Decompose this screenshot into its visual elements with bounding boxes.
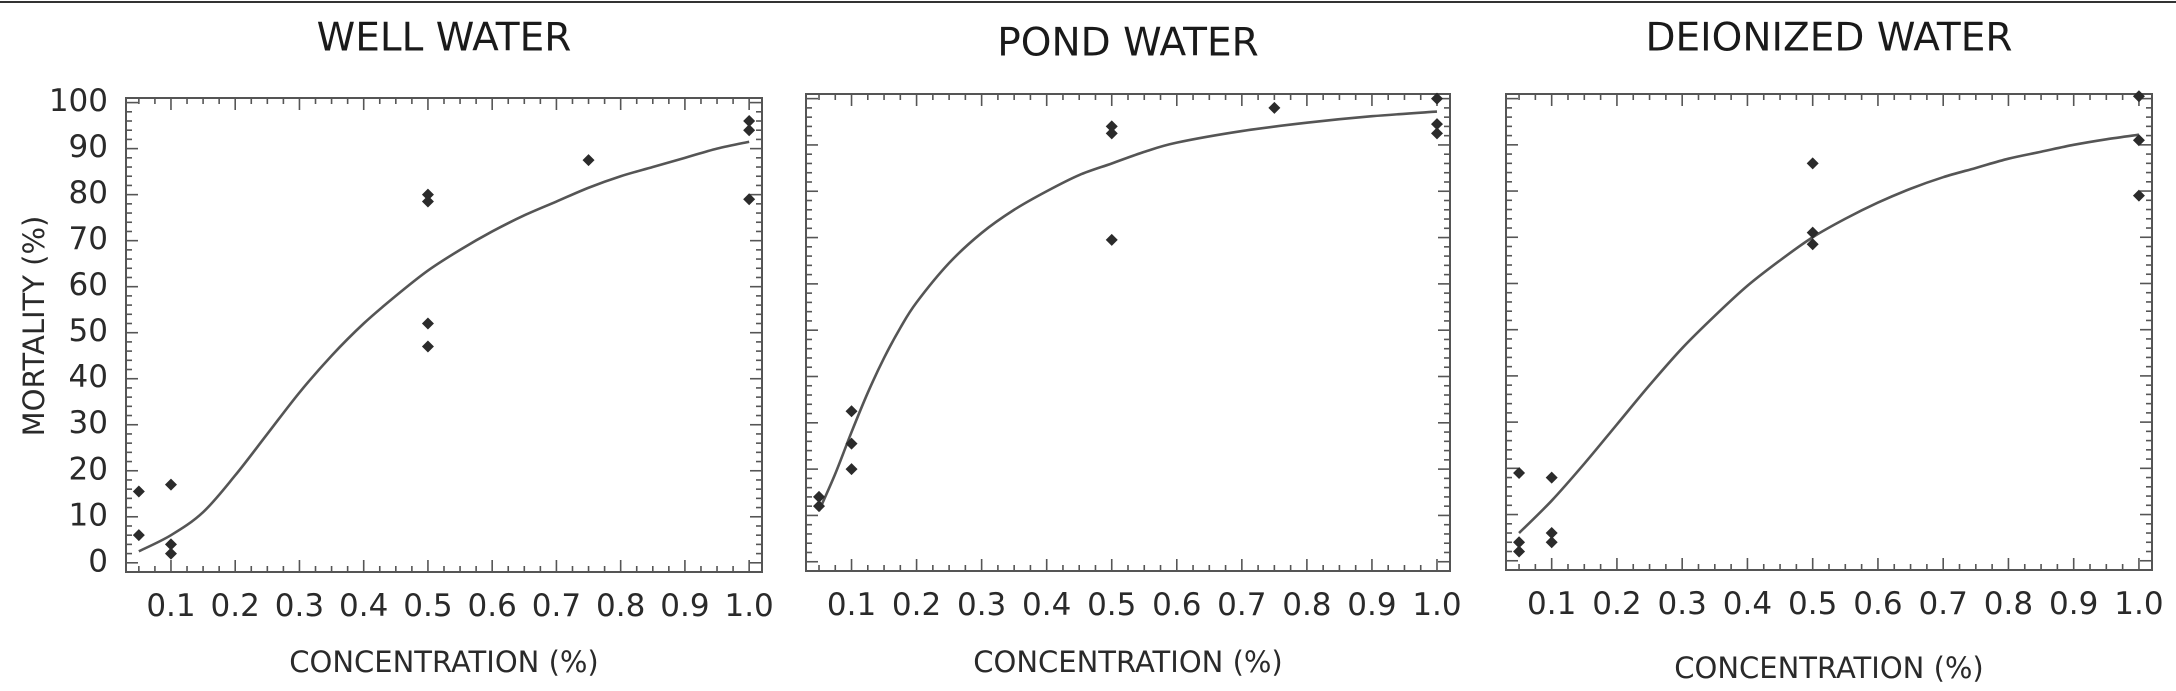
data-point bbox=[1513, 545, 1526, 558]
x-tick-label: 0.9 bbox=[1347, 587, 1396, 623]
x-tick-label: 0.4 bbox=[339, 588, 388, 624]
x-tick-label: 0.6 bbox=[1853, 586, 1902, 622]
y-tick-label: 30 bbox=[69, 405, 108, 441]
data-point bbox=[1545, 527, 1558, 540]
y-tick-label: 10 bbox=[69, 497, 108, 533]
fit-curve bbox=[817, 110, 1438, 512]
x-tick-label: 0.1 bbox=[146, 588, 195, 624]
data-point bbox=[813, 500, 826, 513]
x-tick-label: 0.2 bbox=[1592, 586, 1641, 622]
data-point bbox=[1806, 238, 1819, 251]
data-point bbox=[1513, 536, 1526, 549]
data-point bbox=[845, 463, 858, 476]
x-tick-label: 0.5 bbox=[1788, 586, 1837, 622]
data-point bbox=[813, 490, 826, 503]
x-tick-label: 0.4 bbox=[1723, 586, 1772, 622]
data-point bbox=[1513, 466, 1526, 479]
x-tick-label: 0.7 bbox=[1919, 586, 1968, 622]
fit-curve bbox=[1518, 133, 2140, 534]
data-point bbox=[1806, 226, 1819, 239]
data-point bbox=[582, 154, 595, 167]
data-point bbox=[1545, 536, 1558, 549]
data-point bbox=[421, 340, 434, 353]
x-axis-label: CONCENTRATION (%) bbox=[973, 645, 1283, 679]
y-tick-label: 50 bbox=[69, 313, 108, 349]
y-tick-label: 40 bbox=[69, 359, 108, 395]
y-tick-label: 60 bbox=[69, 267, 108, 303]
chart-panel-pond-water: POND WATER 0.1 0.2 0.3 0.4 0.5 0.6 0.7 0.8 0.9 1.0… bbox=[805, 21, 1462, 679]
fit-curve bbox=[138, 140, 750, 553]
plot-frame bbox=[805, 93, 1451, 572]
y-tick-label: 20 bbox=[69, 451, 108, 487]
x-axis-label: CONCENTRATION (%) bbox=[289, 645, 599, 679]
data-point bbox=[743, 115, 756, 128]
x-tick-label: 0.8 bbox=[596, 588, 645, 624]
x-tick-label: 0.7 bbox=[532, 588, 581, 624]
data-point bbox=[1105, 233, 1118, 246]
data-point bbox=[164, 478, 177, 491]
x-tick-label: 0.9 bbox=[660, 588, 709, 624]
x-tick-label: 1.0 bbox=[2114, 586, 2163, 622]
data-point bbox=[164, 538, 177, 551]
y-tick-label: 80 bbox=[69, 175, 108, 211]
x-tick-label: 0.8 bbox=[1282, 587, 1331, 623]
chart-panel-well-water: WELL WATER 0.1 0.2 0.3 0.4 0.5 0.6 0.7 0.8 0.9 1.0… bbox=[49, 16, 774, 680]
x-tick-label: 0.2 bbox=[211, 588, 260, 624]
x-tick-label: 0.5 bbox=[1087, 587, 1136, 623]
data-point bbox=[2132, 134, 2145, 147]
x-tick-label: 0.3 bbox=[1658, 586, 1707, 622]
data-point bbox=[1806, 157, 1819, 170]
y-tick-label: 70 bbox=[69, 221, 108, 257]
data-point bbox=[1105, 120, 1118, 133]
data-point bbox=[743, 124, 756, 137]
chart-title: DEIONIZED WATER bbox=[1646, 16, 2013, 61]
x-tick-label: 0.4 bbox=[1022, 587, 1071, 623]
chart-title: WELL WATER bbox=[317, 16, 572, 61]
data-point bbox=[1430, 127, 1443, 140]
data-point bbox=[1105, 127, 1118, 140]
x-tick-label: 0.6 bbox=[1152, 587, 1201, 623]
plot-frame bbox=[1505, 93, 2153, 571]
x-tick-label: 1.0 bbox=[724, 588, 773, 624]
x-axis-label: CONCENTRATION (%) bbox=[1674, 651, 1984, 685]
chart-panel-deionized-water: DEIONIZED WATER 0.1 0.2 0.3 0.4 0.5 0.6 0.7 0.8 0… bbox=[1505, 16, 2164, 685]
data-point bbox=[845, 405, 858, 418]
x-tick-label: 1.0 bbox=[1412, 587, 1461, 623]
data-point bbox=[132, 529, 145, 542]
plot-frame bbox=[125, 97, 763, 573]
x-tick-label: 0.7 bbox=[1217, 587, 1266, 623]
data-point bbox=[1268, 101, 1281, 114]
data-point bbox=[1430, 118, 1443, 131]
x-tick-label: 0.9 bbox=[2049, 586, 2098, 622]
data-point bbox=[1545, 471, 1558, 484]
x-tick-label: 0.1 bbox=[827, 587, 876, 623]
data-point bbox=[421, 317, 434, 330]
data-point bbox=[421, 188, 434, 201]
x-tick-label: 0.1 bbox=[1527, 586, 1576, 622]
x-tick-label: 0.5 bbox=[403, 588, 452, 624]
data-point bbox=[164, 547, 177, 560]
x-tick-label: 0.3 bbox=[275, 588, 324, 624]
y-tick-label: 100 bbox=[49, 83, 108, 119]
x-tick-label: 0.2 bbox=[892, 587, 941, 623]
data-point bbox=[421, 195, 434, 208]
data-point bbox=[845, 437, 858, 450]
data-point bbox=[1430, 92, 1443, 105]
chart-title: POND WATER bbox=[997, 21, 1258, 66]
y-tick-label: 0 bbox=[88, 543, 108, 579]
y-axis-label: MORTALITY (%) bbox=[17, 216, 51, 437]
x-tick-label: 0.3 bbox=[957, 587, 1006, 623]
data-point bbox=[2132, 189, 2145, 202]
data-point bbox=[743, 193, 756, 206]
x-tick-label: 0.6 bbox=[468, 588, 517, 624]
data-point bbox=[2132, 90, 2145, 103]
data-point bbox=[132, 485, 145, 498]
x-tick-label: 0.8 bbox=[1984, 586, 2033, 622]
y-tick-label: 90 bbox=[69, 129, 108, 165]
